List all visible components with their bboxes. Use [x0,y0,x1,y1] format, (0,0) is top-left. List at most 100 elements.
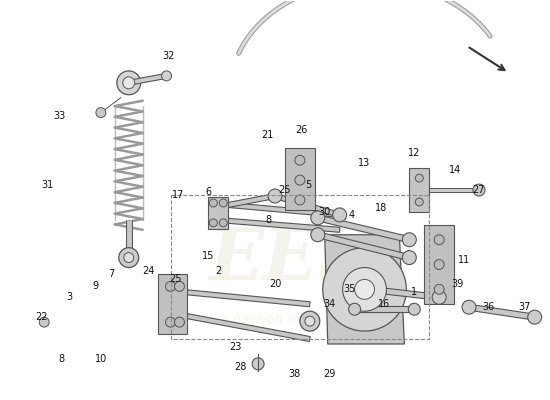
Text: 9: 9 [93,281,99,291]
Text: 25: 25 [279,185,291,195]
Text: 32: 32 [162,51,175,61]
Text: EES: EES [209,224,371,295]
Polygon shape [424,225,454,304]
Text: 35: 35 [343,284,356,294]
Polygon shape [228,218,340,232]
Text: 14: 14 [449,165,461,175]
Text: 5: 5 [305,180,311,190]
Polygon shape [128,74,167,85]
Circle shape [434,260,444,270]
Circle shape [403,251,416,264]
Circle shape [527,310,542,324]
Circle shape [415,174,424,182]
Text: 13: 13 [359,158,371,168]
Circle shape [434,235,444,245]
Text: 36: 36 [483,302,495,312]
Circle shape [432,290,446,304]
Circle shape [333,208,346,222]
Polygon shape [409,168,429,212]
Circle shape [343,268,387,311]
Circle shape [311,211,324,225]
Circle shape [219,199,227,207]
Text: 22: 22 [35,312,47,322]
Text: 33: 33 [53,110,65,120]
Polygon shape [228,202,340,217]
Polygon shape [317,232,410,260]
Circle shape [408,303,420,315]
Text: 12: 12 [408,148,421,158]
Circle shape [305,316,315,326]
Text: 16: 16 [378,299,390,309]
Polygon shape [369,286,439,300]
Text: 2: 2 [215,266,222,276]
Text: 27: 27 [472,185,485,195]
Polygon shape [187,314,310,342]
Circle shape [219,219,227,227]
Bar [170,195,429,339]
Text: 18: 18 [375,203,388,213]
Text: 23: 23 [229,342,241,352]
Polygon shape [187,290,310,307]
Text: 34: 34 [323,299,336,309]
Polygon shape [317,215,410,243]
Text: 38: 38 [289,369,301,379]
Text: 3: 3 [66,292,72,302]
Text: a passion since 1985: a passion since 1985 [221,313,359,326]
Circle shape [473,184,485,196]
Text: 17: 17 [172,190,185,200]
Text: 25: 25 [169,274,182,284]
Circle shape [162,71,172,81]
Circle shape [355,280,375,299]
Text: 6: 6 [205,187,211,197]
Polygon shape [274,194,340,217]
Text: 28: 28 [234,362,246,372]
Circle shape [415,198,424,206]
Polygon shape [355,306,414,312]
Text: 1: 1 [411,287,417,297]
Text: 8: 8 [265,215,271,225]
Circle shape [323,248,406,331]
Circle shape [210,219,217,227]
Polygon shape [158,274,188,334]
Circle shape [300,311,320,331]
Text: 8: 8 [58,354,64,364]
Polygon shape [228,194,276,208]
Circle shape [295,195,305,205]
Circle shape [295,155,305,165]
Text: 21: 21 [261,130,273,140]
Circle shape [124,253,134,262]
Circle shape [252,358,264,370]
Text: 10: 10 [95,354,107,364]
Text: 4: 4 [349,210,355,220]
Circle shape [210,199,217,207]
Circle shape [119,248,139,268]
Circle shape [295,175,305,185]
Text: 7: 7 [108,270,114,280]
Text: 29: 29 [323,369,336,379]
Circle shape [174,282,184,291]
Polygon shape [208,197,228,229]
Text: 30: 30 [318,207,331,217]
Circle shape [166,282,175,291]
Text: 37: 37 [519,302,531,312]
Circle shape [462,300,476,314]
Circle shape [174,317,184,327]
Text: 31: 31 [41,180,53,190]
Polygon shape [429,188,479,192]
Circle shape [39,317,49,327]
Circle shape [268,189,282,203]
Polygon shape [469,304,535,320]
Text: 15: 15 [202,251,215,261]
Circle shape [96,108,106,118]
Text: 11: 11 [458,254,470,264]
Circle shape [403,233,416,247]
Circle shape [166,317,175,327]
Text: 24: 24 [142,266,155,276]
Circle shape [434,284,444,294]
Text: 39: 39 [451,280,463,290]
Circle shape [117,71,141,95]
Polygon shape [324,235,404,344]
Circle shape [123,77,135,89]
Text: 20: 20 [269,280,281,290]
Polygon shape [285,148,315,210]
